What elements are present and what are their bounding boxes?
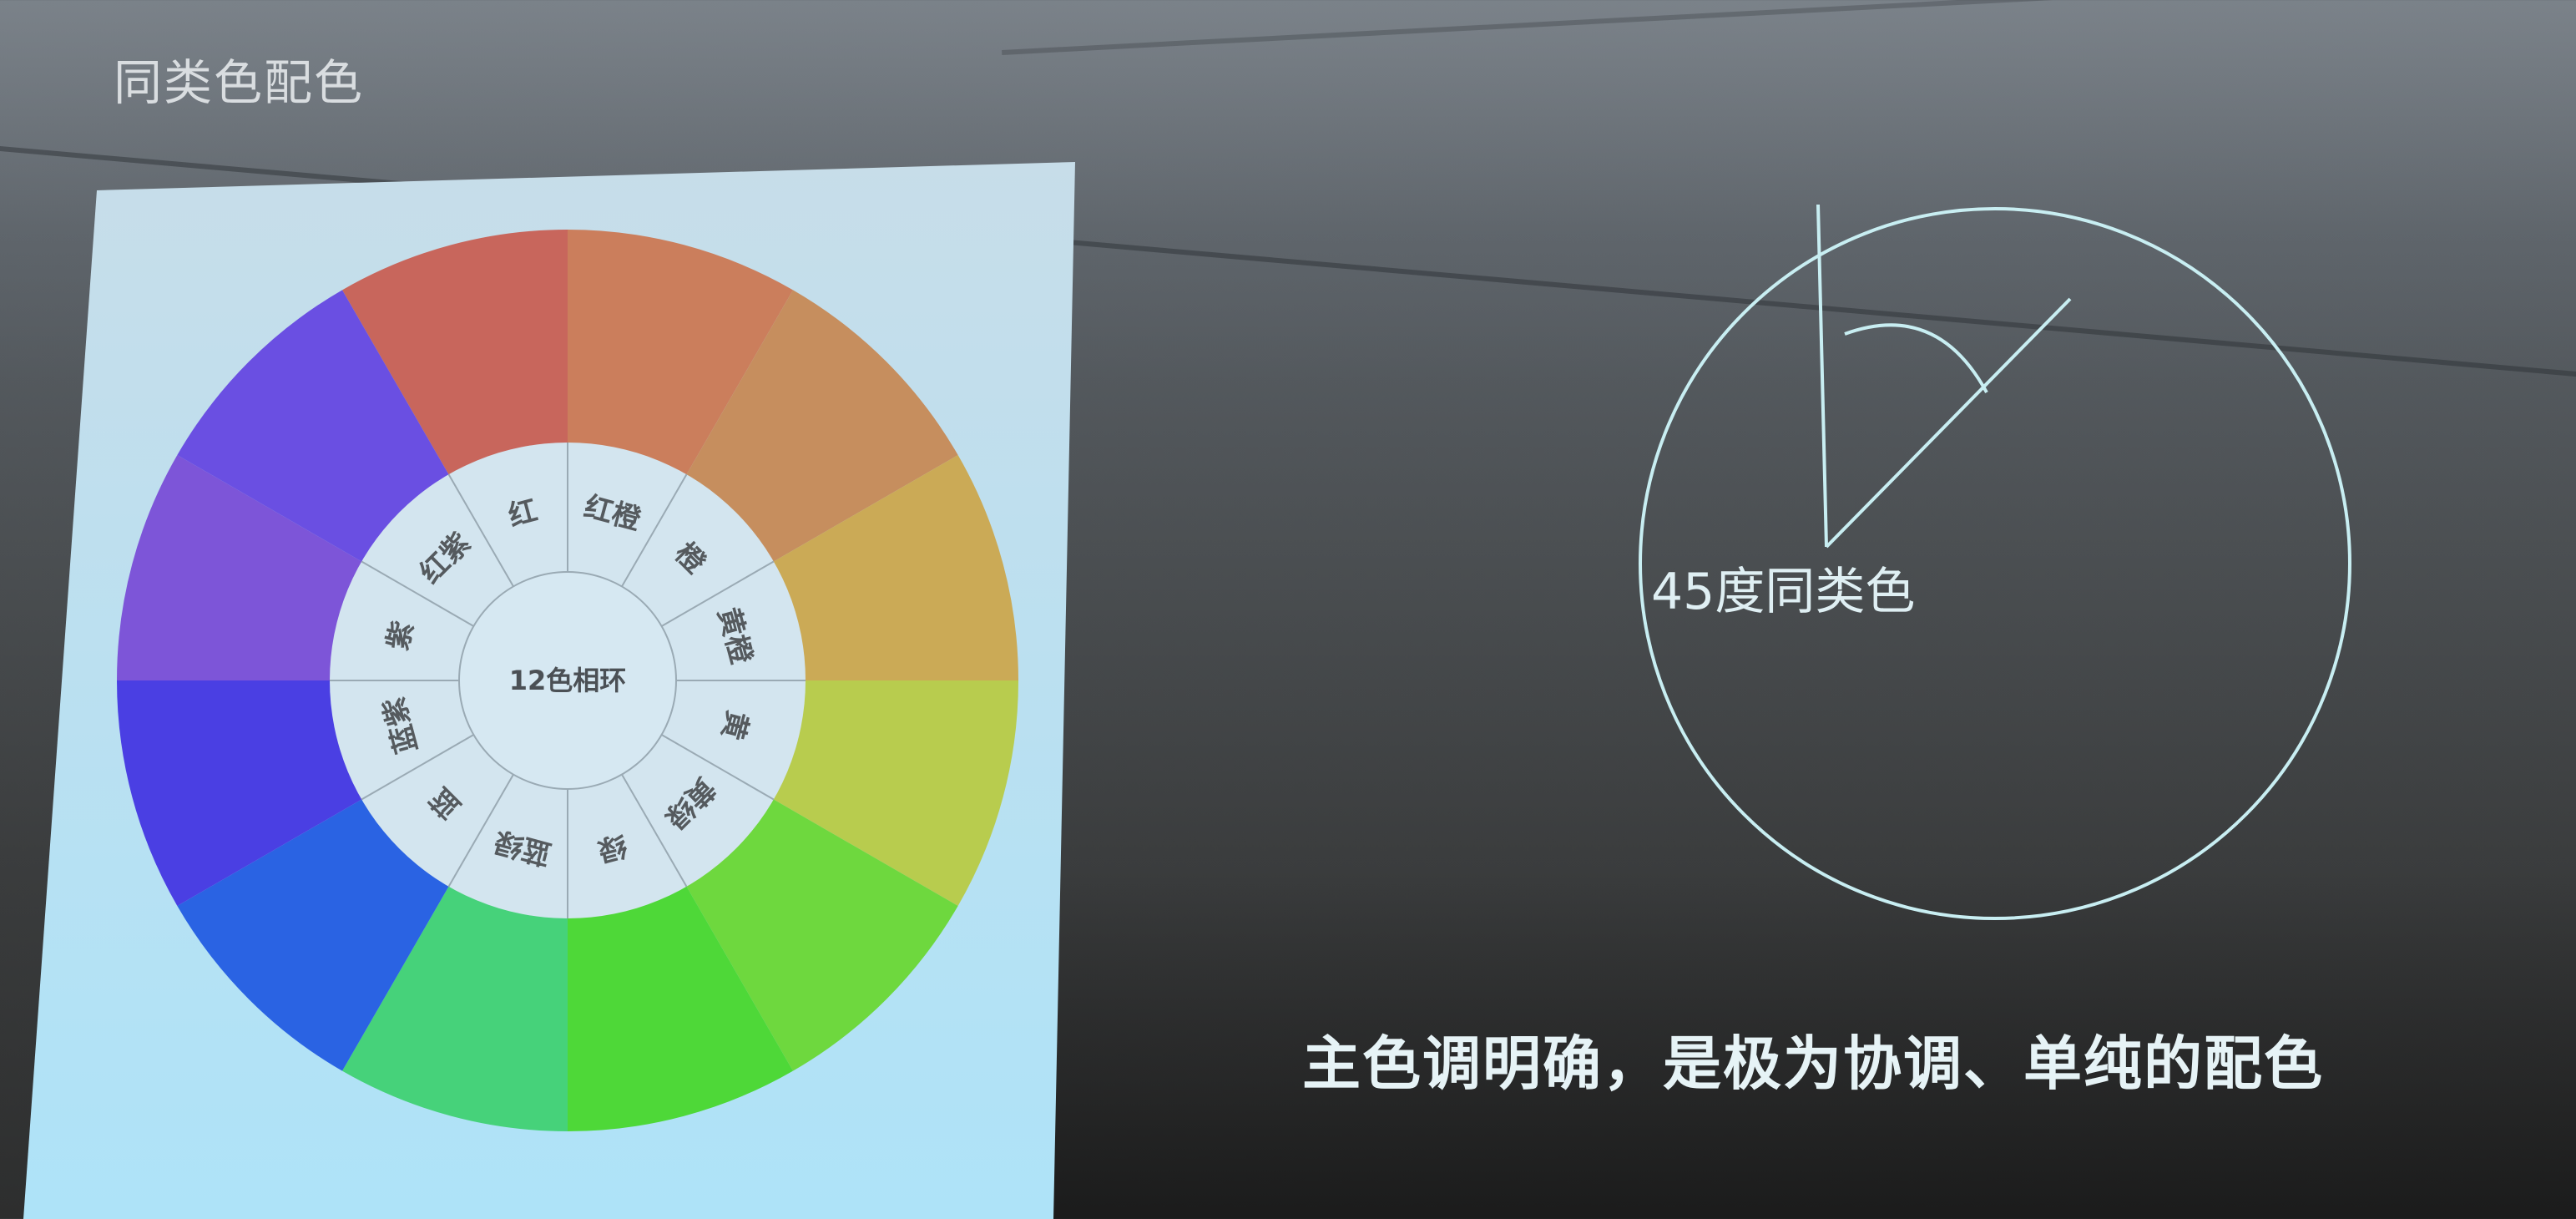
hue-wheel-divider xyxy=(661,560,775,627)
hue-segment xyxy=(568,680,1018,906)
hue-wheel-center-label: 12色相环 xyxy=(509,665,627,696)
hue-wheel-labels: 红红橙橙黄橙黄黄绿绿蓝绿蓝 蓝紫 紫 红紫 xyxy=(377,490,758,871)
hue-label: 红紫 xyxy=(413,526,477,589)
hue-wheel-divider xyxy=(661,734,775,801)
hue-label: 绿 xyxy=(593,827,630,867)
hue-wheel-divider xyxy=(361,560,474,627)
slide-title: 同类色配色 xyxy=(114,54,365,111)
hue-label: 蓝紫 xyxy=(377,694,424,757)
hue-segment xyxy=(177,680,568,1071)
hue-label: 黄绿 xyxy=(657,771,721,835)
hue-segment xyxy=(568,680,793,1131)
hue-segment xyxy=(342,680,568,1131)
hue-wheel-divider xyxy=(621,774,688,888)
hue-label: 蓝绿 xyxy=(490,824,554,871)
slide-bottom-caption: 主色调明确，是极为协调、单纯的配色 xyxy=(1302,1029,2324,1098)
hue-label: 黄橙 xyxy=(711,604,758,668)
hue-label: 黄 xyxy=(715,707,754,743)
hue-wheel-dividers xyxy=(330,443,806,918)
hue-label: 红橙 xyxy=(581,490,645,537)
angle-diagram-caption: 45度同类色 xyxy=(1651,563,1916,621)
hue-wheel-divider xyxy=(447,774,514,888)
hue-segment xyxy=(568,455,1018,680)
hue-label: 红 xyxy=(505,493,541,533)
hue-wheel-divider xyxy=(447,473,514,587)
hue-wheel-center xyxy=(458,571,677,790)
ceiling-background xyxy=(0,0,2576,384)
hue-segment xyxy=(117,680,568,906)
hue-label: 橙 xyxy=(668,536,712,580)
hue-label: 蓝 xyxy=(423,781,467,824)
hue-label: 紫 xyxy=(381,618,420,654)
hue-wheel-divider xyxy=(621,473,688,587)
hue-segment xyxy=(568,680,958,1071)
hue-segment xyxy=(117,455,568,680)
hue-wheel-divider xyxy=(361,734,474,801)
hue-wheel-inner-ring xyxy=(330,443,806,918)
audience-shadow xyxy=(1043,868,2576,1219)
